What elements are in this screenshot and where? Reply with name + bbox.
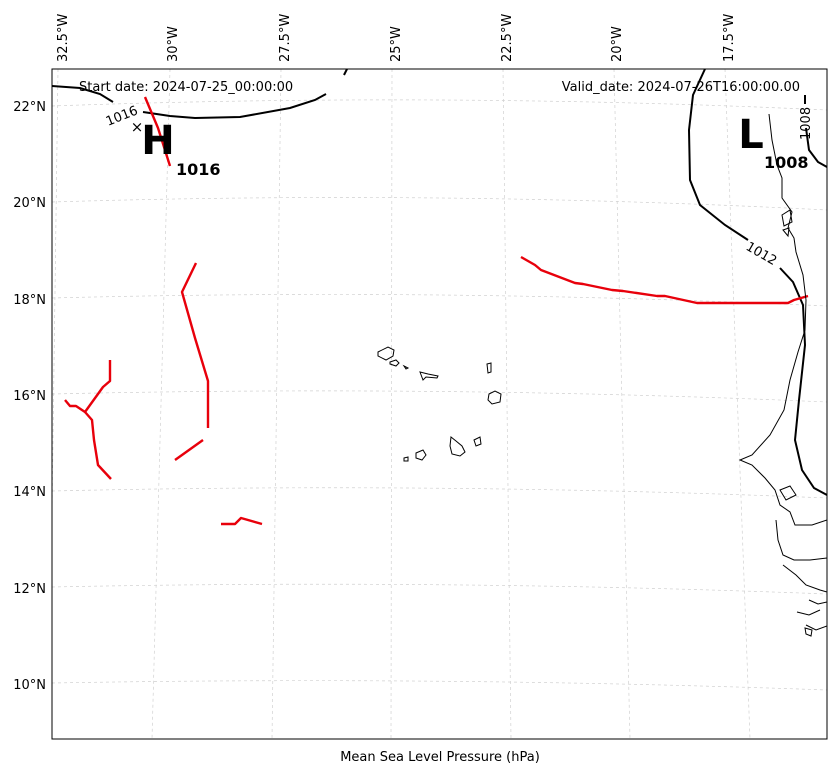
low-center-symbol: L: [738, 112, 764, 158]
high-center-value: 1016: [176, 160, 221, 179]
low-center-value: 1008: [764, 153, 809, 172]
lon-label-25w: 25°W: [389, 26, 404, 62]
lon-label-22.5w: 22.5°W: [500, 14, 515, 62]
island-maio: [473, 436, 482, 447]
lon-label-30w: 30°W: [166, 26, 181, 62]
front-line-5: [84, 411, 112, 480]
island-fogo: [415, 449, 427, 461]
high-pressure-center: × H 1016: [131, 118, 221, 179]
isobar-label-1008: 1008: [799, 107, 814, 140]
coastline-africa: [738, 113, 827, 637]
map-frame: [51, 68, 828, 740]
lat-label-14n: 14°N: [13, 485, 46, 500]
lon-label-32.5w: 32.5°W: [56, 14, 71, 62]
high-center-marker: ×: [131, 118, 144, 136]
lon-label-20w: 20°W: [610, 26, 625, 62]
front-line-6: [221, 516, 263, 526]
front-line-2: [180, 262, 210, 428]
high-center-symbol: H: [141, 118, 174, 164]
latitude-labels: 22°N 20°N 18°N 16°N 14°N 12°N 10°N: [13, 100, 46, 693]
island-sal: [486, 362, 492, 374]
isobar-1012-cont: [779, 267, 827, 496]
lat-label-22n: 22°N: [13, 100, 46, 115]
island-sao-nicolau: [419, 371, 439, 381]
island-santa-luzia: [402, 364, 410, 370]
island-santiago: [449, 436, 466, 457]
isobar-1016-edge: [343, 69, 348, 76]
map-area: 1016 1012 1008: [52, 69, 827, 739]
front-line-3: [174, 439, 204, 461]
island-sao-vicente: [389, 359, 400, 367]
front-lines: [64, 96, 809, 526]
isobar-1012: [687, 69, 749, 241]
island-boa-vista: [487, 390, 502, 405]
isobar-1008-cont: [805, 127, 827, 168]
island-brava: [403, 456, 409, 462]
isobar-1016-cont: [142, 93, 327, 120]
lat-label-18n: 18°N: [13, 293, 46, 308]
map-caption: Mean Sea Level Pressure (hPa): [340, 750, 540, 765]
valid-date-label: Valid_date: 2024-07-26T16:00:00.00: [562, 80, 800, 95]
isobar-1016: [52, 85, 114, 103]
gridlines: [52, 69, 827, 739]
lat-label-16n: 16°N: [13, 389, 46, 404]
front-line-1: [143, 96, 172, 167]
low-pressure-center: L 1008: [738, 112, 808, 172]
lat-label-12n: 12°N: [13, 582, 46, 597]
island-santo-antao: [377, 346, 395, 361]
isobars: [52, 69, 827, 496]
start-date-label: Start date: 2024-07-25_00:00:00: [79, 80, 293, 95]
lon-label-27.5w: 27.5°W: [278, 14, 293, 62]
lat-label-10n: 10°N: [13, 678, 46, 693]
lat-label-20n: 20°N: [13, 196, 46, 211]
longitude-labels: 32.5°W 30°W 27.5°W 25°W 22.5°W 20°W 17.5…: [56, 14, 737, 62]
cape-verde-islands: [377, 346, 502, 462]
lon-label-17.5w: 17.5°W: [722, 14, 737, 62]
front-line-7: [520, 255, 809, 305]
